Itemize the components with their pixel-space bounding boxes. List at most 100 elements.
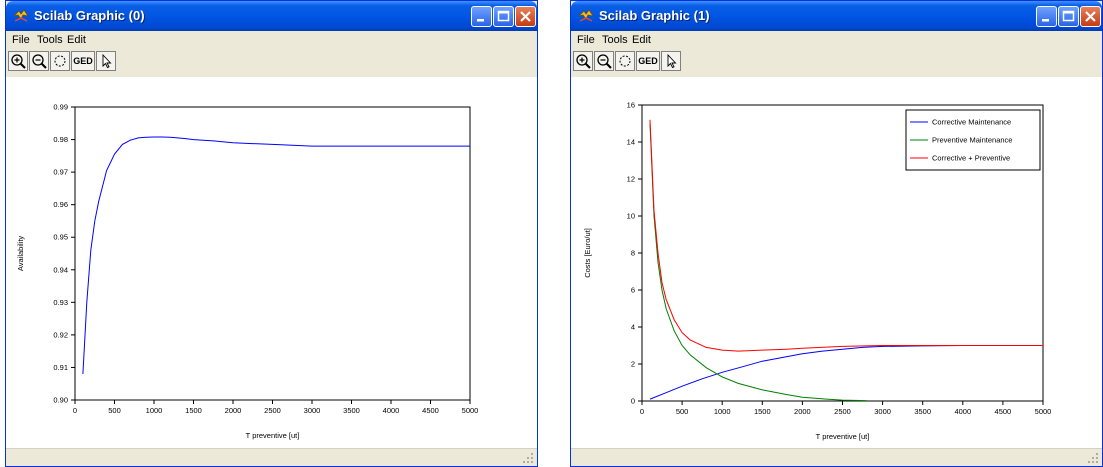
y-tick-label: 0 [631, 397, 635, 406]
pointer-icon [102, 53, 112, 69]
menu-file[interactable]: File [12, 34, 30, 46]
minimize-button[interactable] [471, 6, 492, 27]
select-button[interactable] [96, 51, 116, 71]
x-tick-label: 0 [640, 407, 644, 416]
x-tick-label: 2500 [264, 406, 281, 415]
toolbar: GED [571, 49, 1102, 73]
menu-bar: File Tools Edit [571, 31, 1102, 49]
rotate-icon [54, 55, 66, 67]
y-tick-label: 0.96 [53, 200, 68, 209]
ged-button[interactable]: GED [71, 51, 95, 71]
x-tick-label: 3000 [874, 407, 891, 416]
ged-button[interactable]: GED [636, 51, 660, 71]
graphic-window-0: Scilab Graphic (0) File Tools Edit GED 0… [5, 0, 538, 467]
y-tick-label: 0.92 [53, 330, 68, 339]
plot-frame [74, 106, 471, 401]
y-tick-label: 0.90 [53, 396, 68, 405]
window-title: Scilab Graphic (1) [599, 8, 710, 23]
y-tick-label: 12 [627, 175, 635, 184]
menu-bar: File Tools Edit [6, 31, 537, 49]
resize-grip-icon[interactable] [1087, 452, 1099, 464]
y-tick-label: 6 [631, 286, 635, 295]
y-tick-label: 2 [631, 360, 635, 369]
legend-label: Corrective + Preventive [932, 154, 1010, 163]
series-line-2 [649, 119, 1043, 352]
y-tick-label: 0.93 [53, 298, 68, 307]
y-tick-label: 8 [631, 249, 635, 258]
series-line-1 [649, 123, 867, 402]
plot-canvas[interactable]: 0 500 1000 1500 2000 2500 3000 3500 4000 4500 5000… [571, 77, 1102, 450]
zoom-out-button[interactable] [29, 51, 49, 71]
zoom-in-icon [11, 54, 26, 69]
menu-tools[interactable]: Tools [37, 34, 63, 46]
x-tick-label: 500 [108, 406, 121, 415]
y-tick-label: 0.99 [53, 103, 68, 112]
status-bar [6, 448, 537, 466]
menu-tools[interactable]: Tools [602, 34, 628, 46]
x-axis-title: T preventive [ut] [246, 431, 300, 440]
x-tick-label: 1000 [146, 406, 163, 415]
x-tick-label: 5000 [462, 406, 479, 415]
x-tick-label: 4000 [954, 407, 971, 416]
menu-edit[interactable]: Edit [632, 34, 651, 46]
y-tick-label: 0.94 [53, 265, 68, 274]
x-tick-label: 2000 [794, 407, 811, 416]
window-title: Scilab Graphic (0) [34, 8, 145, 23]
y-axis-title: Availability [16, 236, 25, 272]
y-tick-label: 0.95 [53, 233, 68, 242]
x-tick-label: 3500 [914, 407, 931, 416]
legend-label: Preventive Maintenance [932, 136, 1012, 145]
title-bar[interactable]: Scilab Graphic (0) [6, 1, 537, 31]
maximize-button[interactable] [1058, 6, 1079, 27]
x-tick-label: 500 [676, 407, 689, 416]
graphic-window-1: Scilab Graphic (1) File Tools Edit GED 0… [570, 0, 1103, 467]
resize-grip-icon[interactable] [522, 452, 534, 464]
y-tick-label: 0.98 [53, 135, 68, 144]
x-tick-label: 1500 [185, 406, 202, 415]
rotate-button[interactable] [50, 51, 70, 71]
close-button[interactable] [1080, 6, 1101, 27]
x-tick-label: 1500 [754, 407, 771, 416]
legend-label: Corrective Maintenance [932, 118, 1011, 127]
pointer-icon [667, 53, 677, 69]
menu-file[interactable]: File [577, 34, 595, 46]
y-tick-label: 14 [627, 138, 635, 147]
scilab-logo-icon [13, 9, 29, 22]
x-tick-label: 2500 [834, 407, 851, 416]
x-tick-label: 0 [73, 406, 77, 415]
x-tick-label: 5000 [1035, 407, 1052, 416]
scilab-logo-icon [578, 9, 594, 22]
minimize-button[interactable] [1036, 6, 1057, 27]
zoom-out-button[interactable] [594, 51, 614, 71]
rotate-icon [619, 55, 631, 67]
x-tick-label: 2000 [225, 406, 242, 415]
status-bar [571, 448, 1102, 466]
x-tick-label: 3500 [343, 406, 360, 415]
y-tick-label: 4 [631, 323, 635, 332]
rotate-button[interactable] [615, 51, 635, 71]
menu-edit[interactable]: Edit [67, 34, 86, 46]
series-line-0 [649, 345, 1043, 400]
close-button[interactable] [515, 6, 536, 27]
y-tick-label: 0.97 [53, 168, 68, 177]
y-axis-title: Costs [Euro/ut] [583, 228, 592, 278]
select-button[interactable] [661, 51, 681, 71]
y-tick-label: 10 [627, 212, 635, 221]
x-axis-title: T preventive [ut] [816, 432, 870, 441]
x-tick-label: 4000 [383, 406, 400, 415]
zoom-in-button[interactable] [573, 51, 593, 71]
x-tick-label: 1000 [714, 407, 731, 416]
zoom-in-button[interactable] [8, 51, 28, 71]
y-tick-label: 16 [627, 101, 635, 110]
maximize-button[interactable] [493, 6, 514, 27]
zoom-out-icon [597, 54, 612, 69]
x-tick-label: 3000 [304, 406, 321, 415]
plot-canvas[interactable]: 0 500 1000 1500 2000 2500 3000 3500 4000 4500 5000… [6, 77, 537, 450]
toolbar: GED [6, 49, 537, 73]
title-bar[interactable]: Scilab Graphic (1) [571, 1, 1102, 31]
x-tick-label: 4500 [422, 406, 439, 415]
zoom-in-icon [576, 54, 591, 69]
y-tick-label: 0.91 [53, 363, 68, 372]
x-tick-label: 4500 [995, 407, 1012, 416]
legend-box [905, 109, 1041, 171]
